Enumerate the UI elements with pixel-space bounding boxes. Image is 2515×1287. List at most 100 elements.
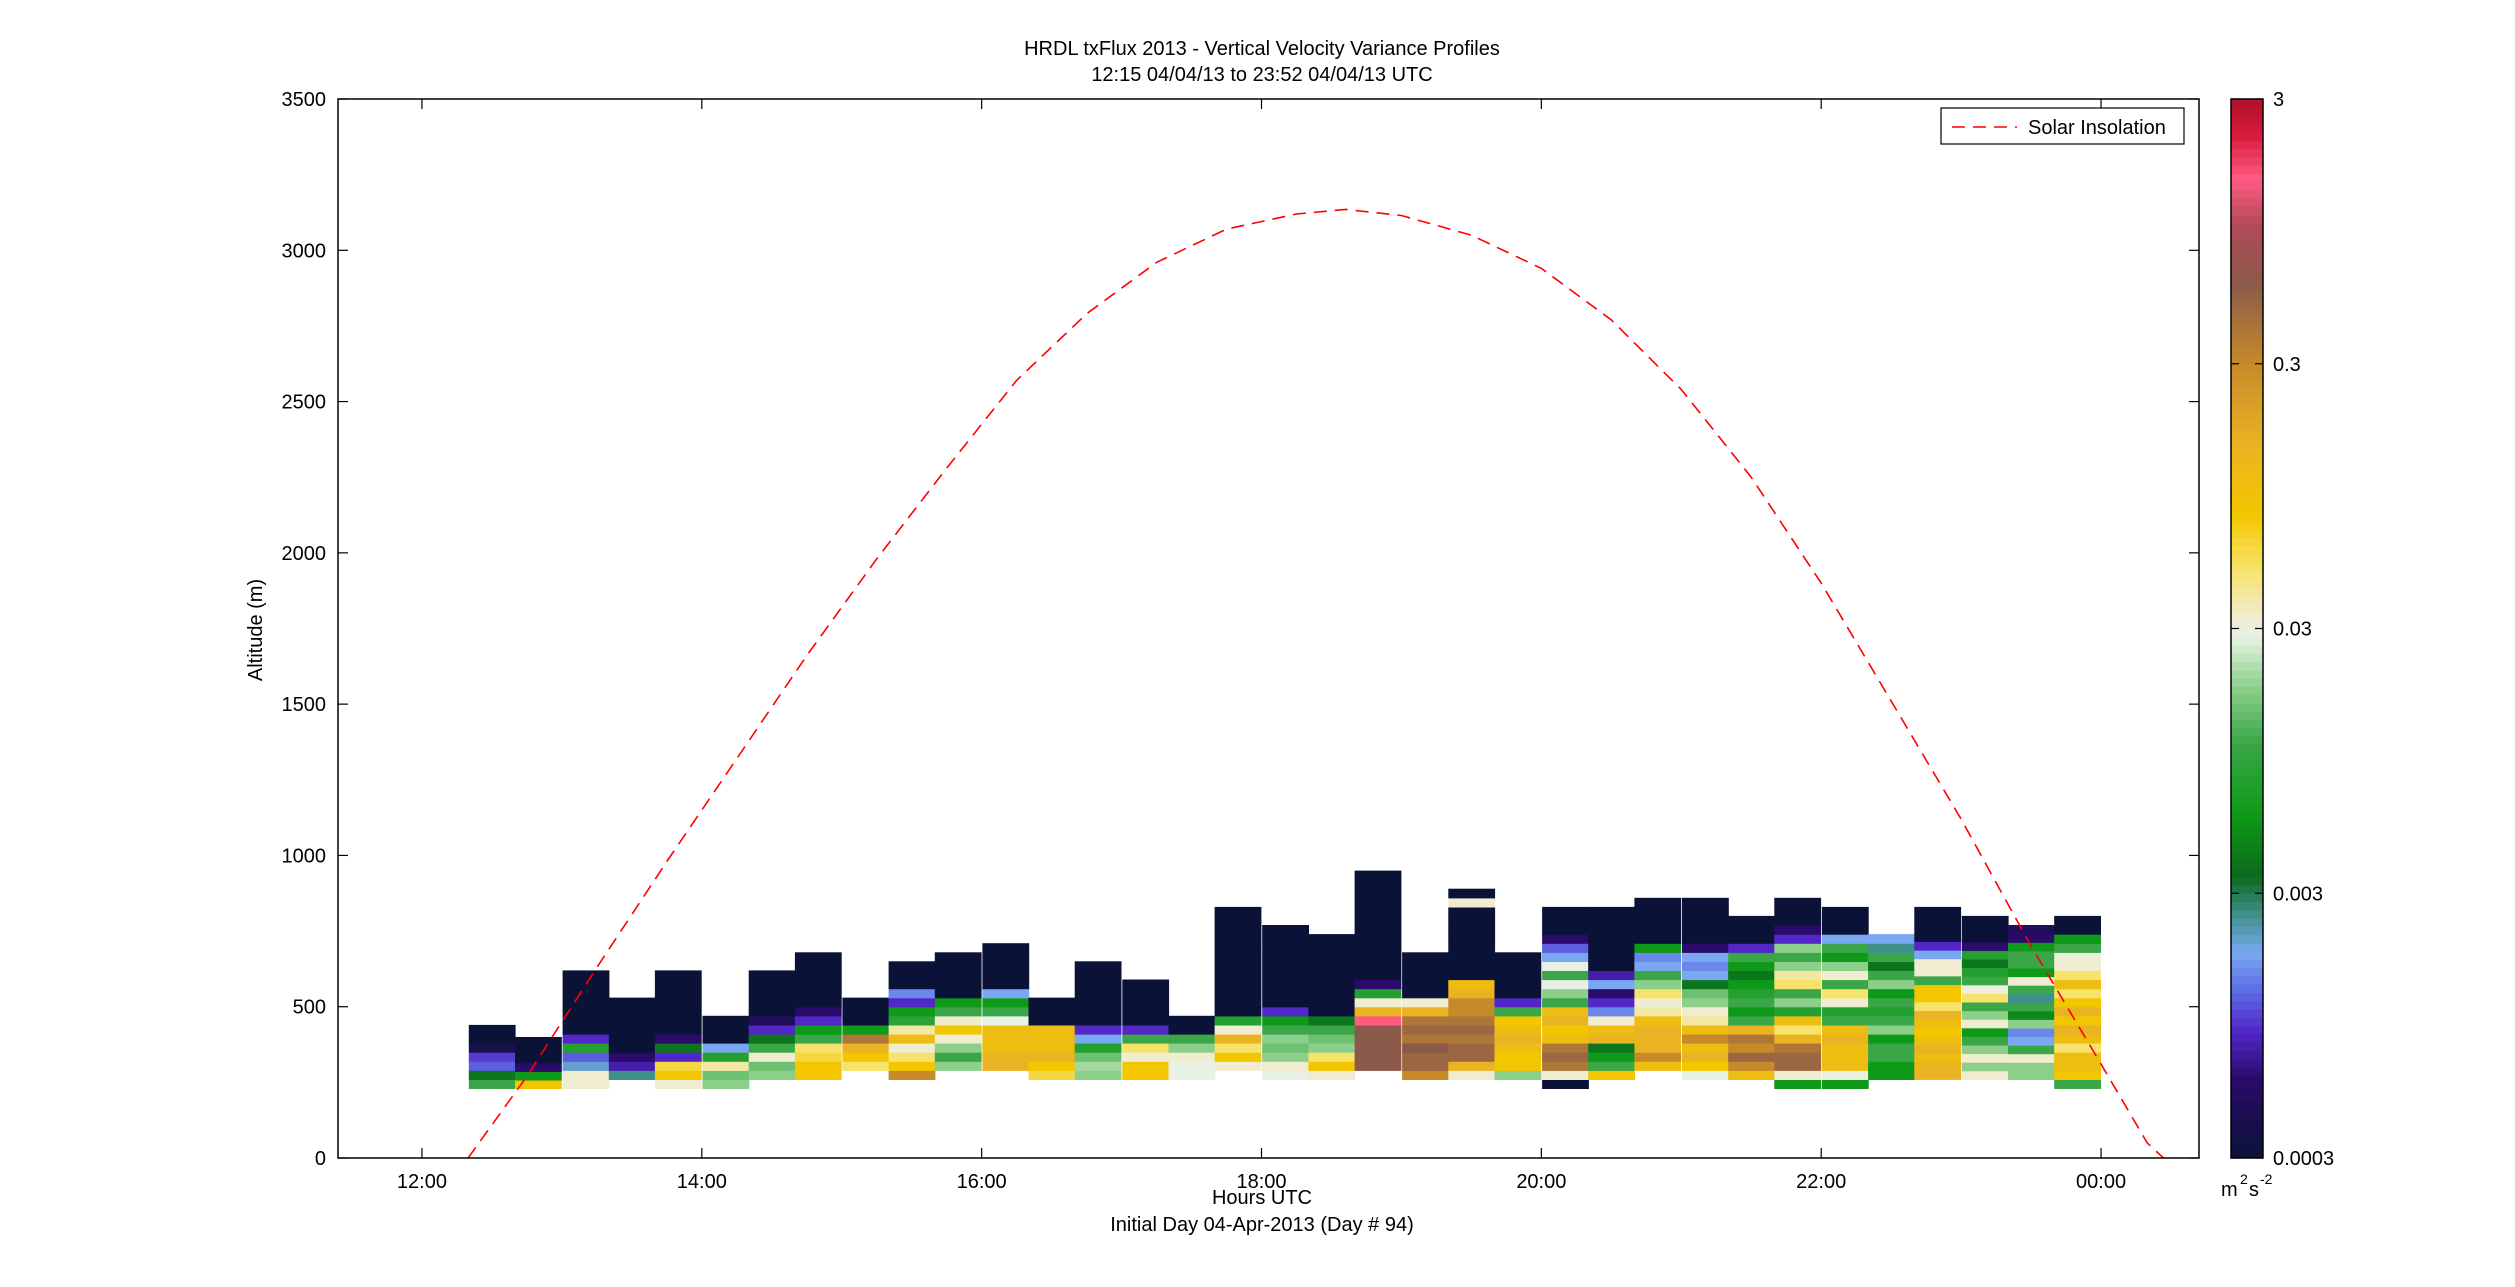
colorbar-swatch (2231, 198, 2263, 208)
heatmap-cell (1868, 1061, 1915, 1071)
heatmap-cell (1868, 1043, 1915, 1053)
heatmap-cell (1494, 952, 1542, 962)
chart-subtitle: 12:15 04/04/13 to 23:52 04/04/13 UTC (1091, 64, 1432, 86)
heatmap-cell (702, 1079, 750, 1089)
heatmap-cell (1682, 1052, 1729, 1062)
heatmap-cell (1634, 915, 1682, 926)
heatmap-cell (1961, 933, 2009, 943)
heatmap-cell (1354, 870, 1402, 881)
heatmap-cell (1774, 934, 1822, 944)
heatmap-cell (2008, 993, 2055, 1003)
heatmap-cell (1448, 952, 1496, 962)
heatmap-cell (1448, 1006, 1496, 1017)
heatmap-cell (1821, 934, 1869, 944)
heatmap-cell (842, 1033, 890, 1044)
colorbar-swatch (2231, 181, 2263, 191)
heatmap-cell (1868, 952, 1915, 962)
heatmap-cell (1354, 979, 1402, 990)
heatmap-cell (1774, 1033, 1822, 1044)
heatmap-cell (468, 1033, 516, 1044)
heatmap-cell (1821, 970, 1869, 981)
heatmap-cell (702, 1033, 750, 1044)
heatmap-cell (1868, 1070, 1915, 1080)
heatmap-cell (1588, 952, 1635, 962)
heatmap-cell (1494, 1043, 1542, 1053)
colorbar-swatch (2231, 405, 2263, 414)
heatmap-cell (1074, 1043, 1122, 1053)
heatmap-cell (1682, 1043, 1729, 1053)
heatmap-cell (1448, 1070, 1496, 1080)
heatmap-cell (1821, 1033, 1869, 1044)
heatmap-cell (1262, 979, 1309, 990)
heatmap-cell (562, 997, 610, 1008)
heatmap-cell (934, 1006, 982, 1017)
heatmap-cell (1728, 1070, 1775, 1080)
heatmap-cell (934, 1033, 982, 1044)
heatmap-cell (1308, 1052, 1356, 1062)
heatmap-cell (1542, 906, 1589, 917)
heatmap-cell (1214, 1043, 1262, 1053)
chart-title: HRDL txFlux 2013 - Vertical Velocity Var… (1024, 38, 1500, 60)
heatmap-cell (1682, 1006, 1729, 1017)
heatmap-cell (888, 1006, 936, 1017)
colorbar-swatch (2231, 810, 2263, 820)
heatmap-cell (1682, 925, 1729, 935)
heatmap-cell (1494, 988, 1542, 999)
heatmap-cell (1914, 924, 1962, 934)
colorbar-swatch (2231, 992, 2263, 1002)
heatmap-cell (1774, 1070, 1822, 1080)
colorbar-swatch (2231, 156, 2263, 166)
heatmap-cell (1494, 1024, 1542, 1035)
colorbar-tick-label: 0.3 (2273, 354, 2301, 376)
heatmap-cell (2054, 1033, 2101, 1044)
colorbar-swatch (2231, 173, 2263, 183)
heatmap-cell (748, 1052, 796, 1062)
y-axis-ticks: 0 500 1000 1500 2000 2500 3000 3500 (282, 89, 2199, 1170)
heatmap-cell (934, 979, 982, 990)
colorbar-swatch (2231, 868, 2263, 878)
heatmap-cell (1308, 979, 1356, 990)
heatmap-cell (1634, 1024, 1682, 1035)
heatmap-cell (468, 1043, 516, 1053)
heatmap-cell (1262, 1052, 1309, 1062)
colorbar-swatch (2231, 843, 2263, 853)
heatmap-cell (654, 1043, 702, 1053)
heatmap-cell (1961, 1027, 2009, 1037)
heatmap-cell (654, 970, 702, 981)
heatmap-cell (1914, 1019, 1962, 1029)
heatmap-cell (1448, 888, 1496, 899)
heatmap-cell (2054, 1079, 2101, 1089)
heatmap-cell (562, 1033, 610, 1044)
colorbar-swatch (2231, 463, 2263, 472)
colorbar-swatch (2231, 1066, 2263, 1076)
heatmap-cell (2054, 915, 2101, 926)
heatmap-cell (562, 1070, 610, 1080)
heatmap-cell (1868, 970, 1915, 981)
heatmap-cell (562, 1024, 610, 1035)
heatmap-cell (1728, 997, 1775, 1008)
colorbar-swatch (2231, 760, 2263, 770)
colorbar-swatch (2231, 1075, 2263, 1085)
heatmap-cell (1448, 1024, 1496, 1035)
heatmap-cell (1914, 1053, 1962, 1063)
heatmap-cell (842, 997, 890, 1008)
heatmap-cells (468, 870, 2101, 1089)
colorbar-swatch (2231, 752, 2263, 762)
colorbar-ticks: 0.0003 0.003 0.03 0.3 3 (2231, 89, 2334, 1170)
heatmap-cell (934, 997, 982, 1008)
heatmap-cell (562, 1079, 610, 1089)
heatmap-cell (794, 1015, 842, 1026)
colorbar-swatch (2231, 537, 2263, 547)
heatmap-cell (1914, 993, 1962, 1003)
heatmap-cell (2054, 1015, 2101, 1026)
heatmap-cell (2054, 1061, 2101, 1071)
heatmap-cell (1961, 950, 2009, 960)
colorbar-swatch (2231, 107, 2263, 117)
colorbar-swatch (2231, 918, 2263, 927)
heatmap-cell (1914, 932, 1962, 942)
heatmap-cell (1868, 961, 1915, 971)
colorbar-swatch (2231, 975, 2263, 985)
heatmap-cell (1494, 1033, 1542, 1044)
heatmap-cell (2008, 959, 2055, 969)
heatmap-cell (1448, 1052, 1496, 1062)
